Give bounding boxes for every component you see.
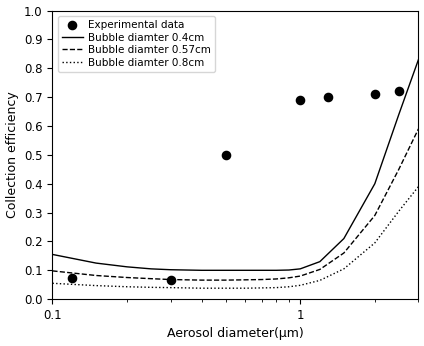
Bubble diamter 0.4cm <box>341 236 346 240</box>
Bubble diamter 0.57cm <box>94 273 99 277</box>
Line: Bubble diamter 0.8cm: Bubble diamter 0.8cm <box>53 186 418 288</box>
Bubble diamter 0.57cm <box>286 276 291 280</box>
Bubble diamter 0.4cm <box>416 57 421 62</box>
Bubble diamter 0.4cm <box>273 268 279 272</box>
Bubble diamter 0.57cm <box>416 127 421 131</box>
Bubble diamter 0.8cm <box>94 283 99 288</box>
Bubble diamter 0.8cm <box>148 285 153 289</box>
Bubble diamter 0.4cm <box>148 267 153 271</box>
Bubble diamter 0.57cm <box>298 274 303 278</box>
Bubble diamter 0.4cm <box>50 252 55 256</box>
Bubble diamter 0.57cm <box>259 277 265 282</box>
X-axis label: Aerosol diameter(μm): Aerosol diameter(μm) <box>167 327 304 340</box>
Bubble diamter 0.4cm <box>199 268 204 272</box>
Bubble diamter 0.57cm <box>223 278 228 282</box>
Bubble diamter 0.4cm <box>286 268 291 272</box>
Bubble diamter 0.8cm <box>168 285 173 290</box>
Bubble diamter 0.4cm <box>125 265 130 269</box>
Bubble diamter 0.8cm <box>341 267 346 271</box>
Bubble diamter 0.8cm <box>286 285 291 289</box>
Bubble diamter 0.8cm <box>223 286 228 290</box>
Bubble diamter 0.4cm <box>259 268 265 272</box>
Bubble diamter 0.8cm <box>317 278 322 282</box>
Bubble diamter 0.8cm <box>416 184 421 189</box>
Bubble diamter 0.4cm <box>298 267 303 271</box>
Bubble diamter 0.57cm <box>50 269 55 273</box>
Experimental data <box>69 275 75 280</box>
Bubble diamter 0.57cm <box>199 278 204 282</box>
Bubble diamter 0.4cm <box>243 268 248 272</box>
Bubble diamter 0.57cm <box>243 278 248 282</box>
Bubble diamter 0.4cm <box>396 112 402 117</box>
Bubble diamter 0.8cm <box>125 285 130 289</box>
Bubble diamter 0.8cm <box>50 281 55 285</box>
Bubble diamter 0.8cm <box>372 241 377 245</box>
Experimental data <box>396 89 402 94</box>
Bubble diamter 0.8cm <box>199 286 204 290</box>
Bubble diamter 0.8cm <box>273 285 279 290</box>
Experimental data <box>325 94 332 100</box>
Experimental data <box>167 277 174 283</box>
Line: Bubble diamter 0.4cm: Bubble diamter 0.4cm <box>53 60 418 270</box>
Bubble diamter 0.4cm <box>223 268 228 272</box>
Bubble diamter 0.57cm <box>372 213 377 218</box>
Bubble diamter 0.4cm <box>168 268 173 272</box>
Bubble diamter 0.57cm <box>125 275 130 280</box>
Bubble diamter 0.57cm <box>396 167 402 171</box>
Bubble diamter 0.57cm <box>273 277 279 281</box>
Experimental data <box>371 91 378 97</box>
Line: Bubble diamter 0.57cm: Bubble diamter 0.57cm <box>53 129 418 280</box>
Bubble diamter 0.8cm <box>259 286 265 290</box>
Bubble diamter 0.4cm <box>372 182 377 186</box>
Y-axis label: Collection efficiency: Collection efficiency <box>6 91 19 218</box>
Bubble diamter 0.57cm <box>148 276 153 281</box>
Bubble diamter 0.8cm <box>396 209 402 213</box>
Bubble diamter 0.57cm <box>341 251 346 255</box>
Legend: Experimental data, Bubble diamter 0.4cm, Bubble diamter 0.57cm, Bubble diamter 0: Experimental data, Bubble diamter 0.4cm,… <box>58 16 215 72</box>
Bubble diamter 0.8cm <box>298 283 303 288</box>
Bubble diamter 0.4cm <box>317 260 322 264</box>
Bubble diamter 0.57cm <box>317 267 322 272</box>
Bubble diamter 0.4cm <box>94 261 99 265</box>
Experimental data <box>297 97 304 103</box>
Experimental data <box>222 152 229 158</box>
Bubble diamter 0.57cm <box>168 277 173 282</box>
Bubble diamter 0.8cm <box>243 286 248 290</box>
